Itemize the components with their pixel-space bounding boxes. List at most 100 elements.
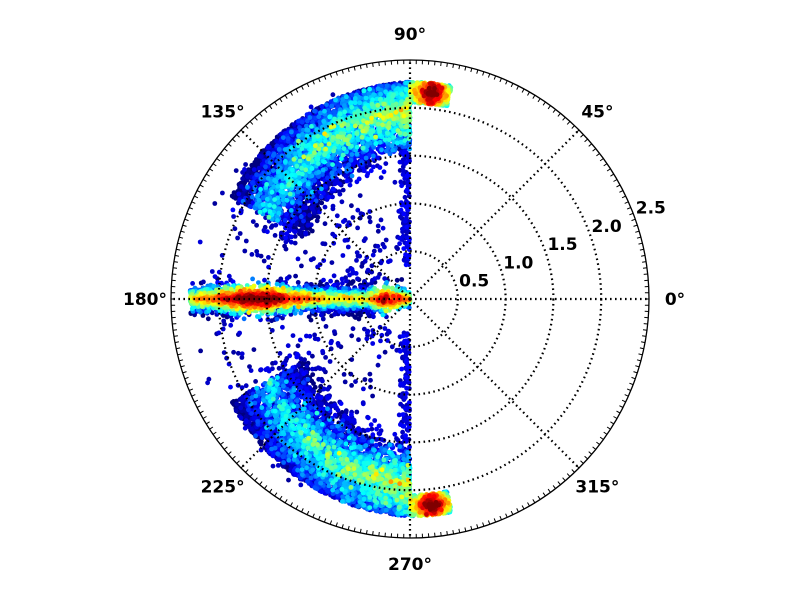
scatter-point (334, 213, 340, 219)
scatter-point (367, 215, 372, 220)
scatter-point (319, 312, 324, 318)
scatter-point (238, 405, 244, 411)
scatter-point (284, 211, 289, 217)
scatter-point (275, 463, 281, 468)
scatter-point (303, 205, 309, 211)
scatter-point (330, 203, 336, 209)
scatter-point (356, 426, 362, 432)
scatter-point (326, 194, 332, 200)
scatter-point (309, 205, 315, 211)
scatter-point (355, 207, 361, 213)
scatter-point (347, 272, 352, 278)
scatter-point (375, 223, 381, 229)
scatter-point (378, 217, 384, 223)
scatter-point (221, 318, 227, 324)
scatter-point (329, 260, 335, 265)
scatter-point (242, 167, 247, 172)
scatter-point (265, 366, 270, 371)
scatter-point (330, 92, 336, 98)
scatter-point (354, 409, 360, 415)
scatter-point (295, 280, 301, 285)
scatter-point (258, 367, 264, 372)
scatter-point (285, 343, 291, 349)
scatter-point (403, 218, 408, 224)
scatter-point (356, 176, 362, 182)
scatter-point (205, 316, 211, 322)
scatter-point (380, 225, 386, 231)
scatter-point (304, 208, 310, 214)
scatter-point (360, 401, 366, 407)
scatter-point (397, 348, 403, 354)
scatter-point (322, 204, 328, 210)
scatter-point (342, 238, 348, 243)
scatter-point (314, 395, 320, 400)
scatter-point (377, 248, 383, 253)
scatter-point (266, 255, 271, 260)
scatter-point (375, 228, 381, 234)
scatter-point (353, 271, 359, 276)
scatter-point (265, 145, 271, 150)
scatter-point (365, 267, 371, 273)
scatter-point (272, 233, 278, 238)
scatter-point (367, 219, 373, 225)
scatter-point (363, 236, 368, 242)
scatter-point (303, 230, 308, 236)
scatter-point (233, 168, 239, 174)
scatter-point (370, 432, 376, 438)
scatter-point (308, 257, 314, 263)
scatter-point (375, 362, 381, 368)
scatter-point (250, 219, 256, 225)
scatter-point (340, 280, 345, 286)
scatter-point (253, 379, 258, 384)
scatter-point (376, 354, 382, 360)
scatter-point (403, 262, 409, 268)
scatter-point (372, 276, 378, 281)
scatter-point (335, 341, 341, 346)
scatter-point (197, 239, 203, 245)
scatter-point (365, 415, 371, 421)
scatter-point (340, 418, 346, 423)
scatter-point (350, 326, 356, 332)
scatter-point (372, 418, 378, 423)
scatter-point (401, 417, 407, 423)
scatter-point (397, 159, 403, 165)
scatter-point (370, 393, 375, 399)
scatter-point (250, 180, 255, 186)
scatter-point (327, 359, 333, 364)
scatter-point (237, 231, 243, 236)
scatter-point (400, 412, 406, 417)
scatter-point (404, 160, 409, 165)
scatter-point (282, 217, 288, 223)
scatter-point (392, 431, 398, 437)
scatter-point (398, 207, 404, 213)
scatter-point (251, 167, 257, 173)
scatter-point (323, 324, 329, 329)
scatter-point (289, 234, 294, 240)
scatter-point (403, 406, 408, 412)
scatter-point (404, 358, 409, 364)
scatter-point (301, 218, 306, 224)
scatter-point (297, 337, 303, 343)
scatter-point (399, 183, 404, 189)
scatter-point (232, 226, 238, 232)
scatter-point (349, 412, 354, 418)
scatter-point (382, 349, 388, 355)
scatter-point (236, 191, 242, 197)
scatter-point (256, 153, 262, 159)
scatter-point (349, 203, 354, 209)
scatter-point (293, 273, 298, 279)
scatter-point (234, 401, 240, 407)
scatter-point (235, 235, 241, 241)
scatter-point (367, 371, 373, 377)
scatter-point (343, 174, 349, 179)
scatter-point (287, 353, 293, 359)
scatter-point (332, 311, 337, 317)
scatter-point (231, 214, 237, 219)
scatter-point (378, 175, 384, 181)
scatter-point (337, 162, 343, 168)
scatter-point (355, 276, 360, 282)
scatter-point (233, 408, 239, 414)
scatter-point (256, 165, 262, 171)
scatter-point (338, 401, 344, 406)
